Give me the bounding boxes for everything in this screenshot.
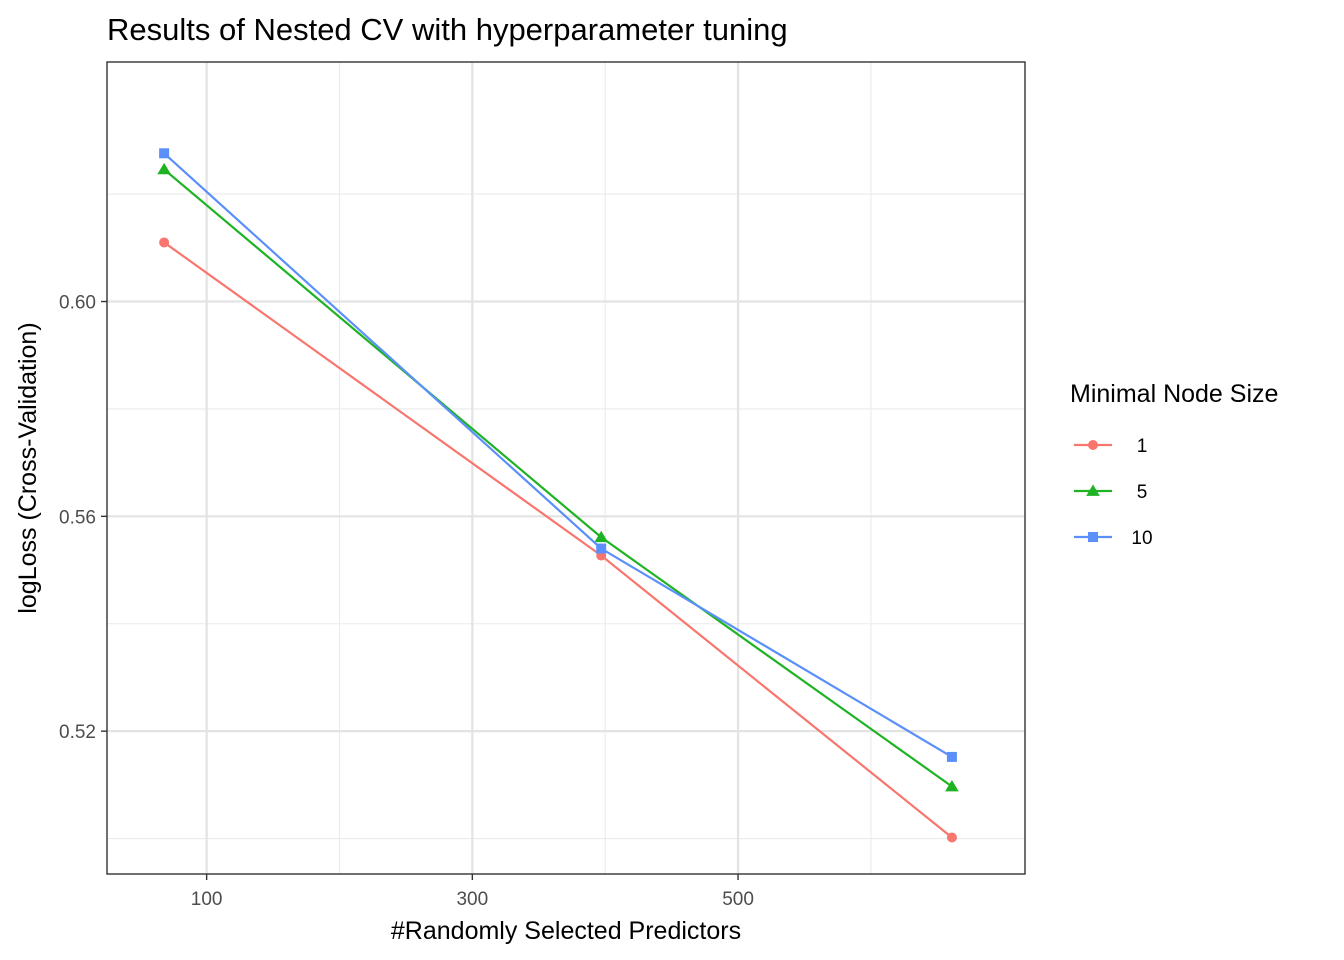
data-point-node-size-10 [596,543,607,554]
series-layer [157,148,959,843]
panel-border [106,61,1026,875]
plot-panel [106,61,1026,875]
y-axis: 0.52 0.56 0.60 [59,293,107,743]
data-point-node-size-1 [946,832,957,843]
legend-label-node-size-5: 5 [1137,482,1148,503]
series-node-size-5 [157,162,959,792]
legend-title: Minimal Node Size [1070,380,1278,408]
x-tick-label: 500 [722,889,754,910]
legend-marker-node-size-10 [1088,532,1098,542]
data-point-node-size-10 [159,148,170,159]
y-tick-label: 0.60 [59,293,96,314]
legend-item-node-size-5: 5 [1074,482,1147,503]
legend-item-node-size-10: 10 [1074,528,1153,549]
legend-label-node-size-1: 1 [1137,436,1148,457]
major-gridlines [107,62,1025,874]
series-node-size-1 [159,237,957,843]
legend-marker-node-size-1 [1088,440,1098,450]
panel-background [107,62,1025,874]
data-point-node-size-5 [157,162,171,175]
series-node-size-10 [159,148,957,762]
x-axis-title: #Randomly Selected Predictors [391,917,741,945]
y-tick-label: 0.52 [59,722,96,743]
legend-marker-node-size-5 [1086,484,1100,496]
y-axis-title: logLoss (Cross-Validation) [14,322,42,613]
x-axis: 100 300 500 [191,874,754,910]
legend-label-node-size-10: 10 [1131,528,1152,549]
y-tick-label: 0.56 [59,507,96,528]
x-tick-label: 100 [191,889,223,910]
data-point-node-size-5 [945,779,959,792]
data-point-node-size-1 [159,237,170,248]
x-tick-label: 300 [456,889,488,910]
minor-gridlines [107,62,1025,874]
data-point-node-size-10 [946,751,957,762]
data-point-node-size-5 [594,530,609,543]
chart-title: Results of Nested CV with hyperparameter… [107,12,788,47]
legend-item-node-size-1: 1 [1074,436,1147,457]
